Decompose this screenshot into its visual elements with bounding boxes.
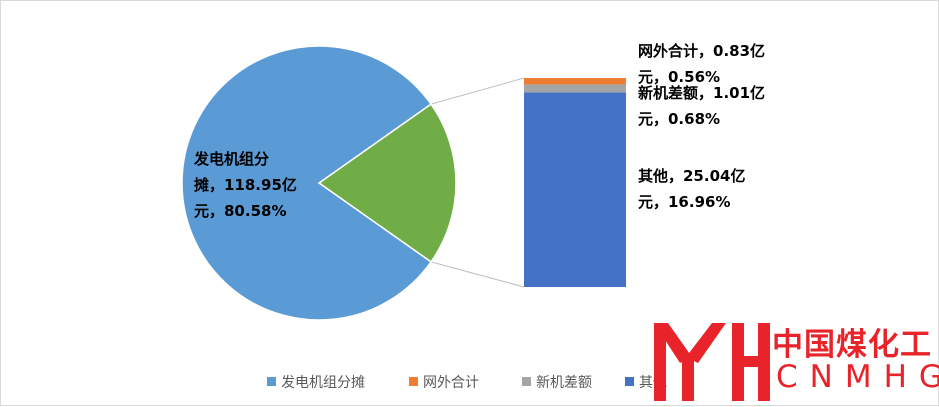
legend-swatch [267, 377, 276, 386]
legend-label: 发电机组分摊 [281, 375, 365, 391]
connector-line-top [430, 77, 525, 105]
bar-segment-other [524, 92, 626, 287]
legend-swatch [522, 377, 531, 386]
bar-segment-off-grid-total [524, 78, 626, 85]
watermark-english-text: CNMHG [776, 359, 939, 395]
pie-slice-other-combined [317, 103, 457, 263]
connector-line-bottom [430, 261, 525, 288]
legend-entry-0: 发电机组分摊 [267, 375, 365, 391]
legend-entry-2: 新机差额 [522, 375, 592, 391]
legend-label: 新机差额 [536, 375, 592, 391]
legend-entry-1: 网外合计 [409, 375, 479, 391]
cnmhg-watermark: 中国煤化工 CNMHG [652, 319, 939, 406]
legend-swatch [625, 377, 634, 386]
cnmhg-logo-icon [654, 323, 770, 401]
data-label-generator-share: 发电机组分摊，118.95亿元，80.58% [193, 150, 297, 220]
data-label-new-unit-diff: 新机差额，1.01亿元，0.68% [638, 84, 765, 128]
data-label-off-grid-total: 网外合计，0.83亿元，0.56% [638, 42, 765, 86]
pie-slice-generator-share [181, 45, 433, 321]
legend-label: 网外合计 [423, 375, 479, 391]
watermark-chinese-text: 中国煤化工 [772, 327, 932, 363]
legend-swatch [409, 377, 418, 386]
bar-segment-new-unit-diff [524, 84, 626, 93]
data-label-other: 其他，25.04亿元，16.96% [638, 167, 745, 211]
